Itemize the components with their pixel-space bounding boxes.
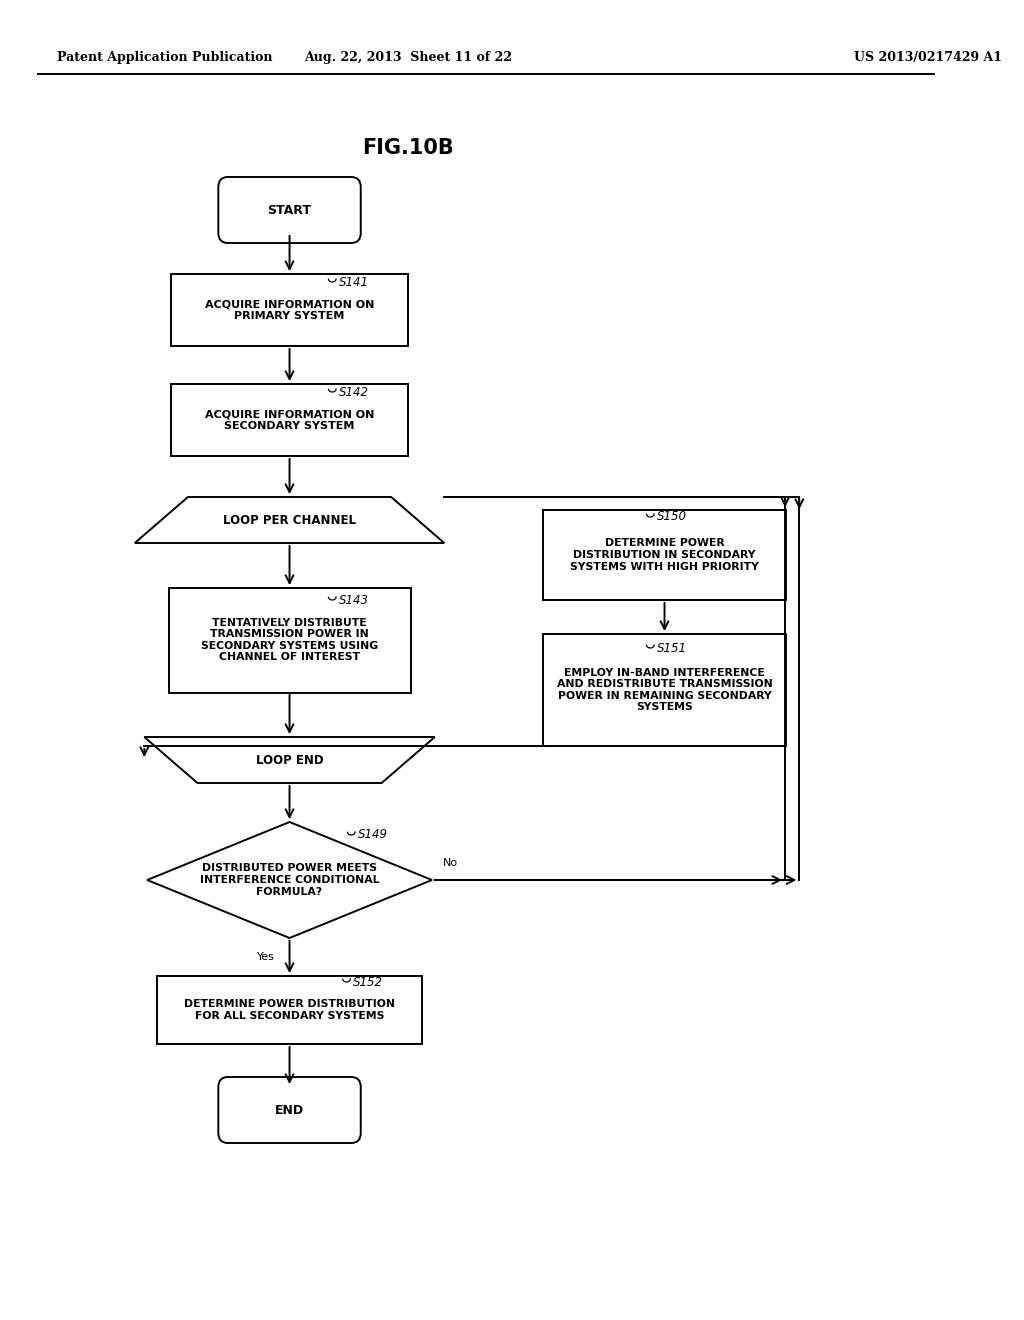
Text: S149: S149 (358, 829, 388, 842)
Bar (171, 275, 409, 346)
Text: LOOP END: LOOP END (256, 754, 324, 767)
Text: START: START (267, 203, 311, 216)
Polygon shape (135, 498, 444, 543)
Text: Aug. 22, 2013  Sheet 11 of 22: Aug. 22, 2013 Sheet 11 of 22 (304, 51, 512, 65)
Text: DISTRIBUTED POWER MEETS
INTERFERENCE CONDITIONAL
FORMULA?: DISTRIBUTED POWER MEETS INTERFERENCE CON… (200, 863, 379, 896)
Text: EMPLOY IN-BAND INTERFERENCE
AND REDISTRIBUTE TRANSMISSION
POWER IN REMAINING SEC: EMPLOY IN-BAND INTERFERENCE AND REDISTRI… (557, 668, 772, 713)
Text: Yes: Yes (257, 952, 274, 962)
FancyBboxPatch shape (218, 1077, 360, 1143)
Polygon shape (144, 737, 435, 783)
Text: S150: S150 (657, 511, 687, 524)
Polygon shape (147, 822, 432, 939)
Bar (157, 975, 423, 1044)
Text: END: END (275, 1104, 304, 1117)
Text: S152: S152 (353, 975, 383, 989)
Text: No: No (443, 858, 459, 869)
Text: Patent Application Publication: Patent Application Publication (57, 51, 272, 65)
Text: LOOP PER CHANNEL: LOOP PER CHANNEL (223, 513, 356, 527)
Text: DETERMINE POWER DISTRIBUTION
FOR ALL SECONDARY SYSTEMS: DETERMINE POWER DISTRIBUTION FOR ALL SEC… (184, 999, 395, 1020)
Text: FIG.10B: FIG.10B (362, 139, 454, 158)
Text: S142: S142 (339, 385, 369, 399)
Bar (544, 634, 785, 746)
Text: ACQUIRE INFORMATION ON
SECONDARY SYSTEM: ACQUIRE INFORMATION ON SECONDARY SYSTEM (205, 409, 374, 430)
Text: S151: S151 (657, 642, 687, 655)
Text: S143: S143 (339, 594, 369, 606)
Text: TENTATIVELY DISTRIBUTE
TRANSMISSION POWER IN
SECONDARY SYSTEMS USING
CHANNEL OF : TENTATIVELY DISTRIBUTE TRANSMISSION POWE… (201, 618, 378, 663)
Text: US 2013/0217429 A1: US 2013/0217429 A1 (854, 51, 1002, 65)
Bar (544, 510, 785, 601)
Text: DETERMINE POWER
DISTRIBUTION IN SECONDARY
SYSTEMS WITH HIGH PRIORITY: DETERMINE POWER DISTRIBUTION IN SECONDAR… (570, 539, 759, 572)
Bar (171, 384, 409, 455)
FancyBboxPatch shape (218, 177, 360, 243)
Text: ACQUIRE INFORMATION ON
PRIMARY SYSTEM: ACQUIRE INFORMATION ON PRIMARY SYSTEM (205, 300, 374, 321)
Bar (169, 587, 411, 693)
Text: S141: S141 (339, 276, 369, 289)
